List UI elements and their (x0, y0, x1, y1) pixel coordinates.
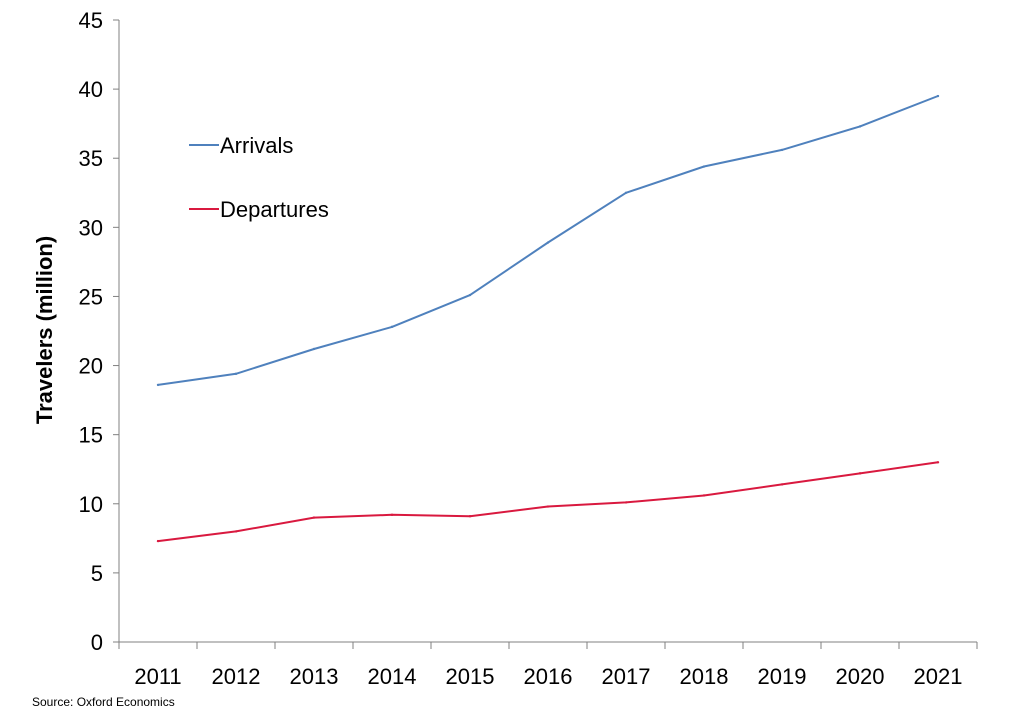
data-point-arrivals (234, 372, 238, 376)
y-tick-label: 45 (79, 8, 103, 33)
legend: Arrivals Departures (189, 133, 329, 222)
x-axis: 2011 2012 2013 2014 2015 2016 2017 2018 2019 2020… (118, 641, 978, 689)
y-tick-label: 15 (79, 423, 103, 448)
data-point-departures (624, 501, 628, 504)
y-tick-label: 35 (79, 146, 103, 171)
x-tick-label: 2019 (758, 664, 807, 689)
data-point-departures (546, 505, 550, 508)
data-point-departures (780, 483, 784, 486)
source-note: Source: Oxford Economics (32, 695, 175, 709)
data-point-departures (312, 516, 316, 519)
data-point-departures (858, 472, 862, 475)
x-tick-label: 2017 (602, 664, 651, 689)
y-tick-label: 25 (79, 284, 103, 309)
data-point-arrivals (390, 325, 394, 329)
data-point-departures (390, 513, 394, 517)
y-tick-label: 5 (91, 561, 103, 586)
data-point-departures (936, 461, 940, 464)
data-point-departures (468, 515, 472, 518)
y-tick-label: 30 (79, 215, 103, 240)
data-point-arrivals (312, 347, 316, 351)
data-point-arrivals (936, 94, 940, 98)
x-tick-label: 2015 (446, 664, 495, 689)
data-point-arrivals (156, 383, 160, 387)
y-tick-label: 20 (79, 354, 103, 379)
y-tick-label: 0 (91, 630, 103, 655)
y-tick-label: 40 (79, 77, 103, 102)
data-point-departures (702, 494, 706, 497)
x-tick-label: 2018 (680, 664, 729, 689)
x-tick-label: 2013 (290, 664, 339, 689)
data-point-arrivals (546, 241, 550, 244)
data-point-arrivals (858, 125, 862, 128)
data-point-arrivals (702, 165, 706, 168)
y-tick-label: 10 (79, 492, 103, 517)
x-tick-label: 2011 (134, 664, 181, 689)
data-point-departures (234, 530, 238, 533)
x-tick-label: 2020 (836, 664, 885, 689)
legend-label-departures: Departures (220, 197, 329, 222)
y-axis: 0 5 10 15 20 25 30 35 40 45 (79, 8, 120, 655)
series-line-departures (157, 461, 939, 543)
series-layer (156, 94, 940, 543)
legend-label-arrivals: Arrivals (220, 133, 293, 158)
data-point-arrivals (468, 293, 472, 297)
x-tick-label: 2021 (914, 664, 963, 689)
y-axis-title: Travelers (million) (32, 236, 57, 424)
data-point-arrivals (780, 148, 784, 152)
data-point-arrivals (624, 191, 628, 194)
x-tick-label: 2016 (524, 664, 573, 689)
data-point-departures (156, 539, 160, 543)
x-tick-label: 2012 (212, 664, 261, 689)
x-tick-label: 2014 (368, 664, 417, 689)
